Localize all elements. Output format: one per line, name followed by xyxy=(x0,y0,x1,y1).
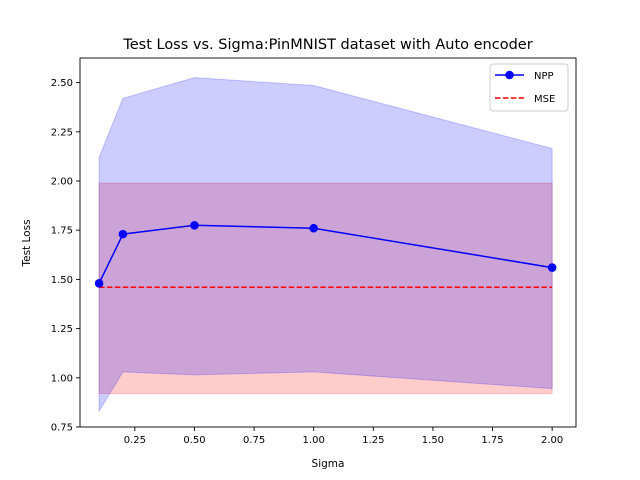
y-tick-label: 2.00 xyxy=(51,177,73,188)
y-tick-label: 1.75 xyxy=(51,226,73,237)
legend-npp-label: NPP xyxy=(534,71,554,82)
legend-box xyxy=(489,63,569,112)
ticks: 0.25 0.50 0.75 1.00 1.25 1.50 1.75 2.00 0.75 1.00… xyxy=(51,78,564,446)
y-axis-label: Test Loss xyxy=(21,219,33,267)
chart-title: Test Loss vs. Sigma:PinMNIST dataset wit… xyxy=(122,37,532,53)
data-point-npp xyxy=(190,220,199,230)
data-point-npp xyxy=(547,263,557,272)
band-npp xyxy=(98,77,553,414)
y-tick-label: 0.75 xyxy=(51,423,73,434)
y-tick-label: 2.50 xyxy=(51,78,73,89)
series-markers xyxy=(94,220,557,288)
x-tick-label: 0.25 xyxy=(124,435,146,446)
y-tick-label: 2.25 xyxy=(51,127,73,138)
axes xyxy=(79,57,577,428)
x-tick-label: 1.00 xyxy=(303,435,325,446)
x-tick-label: 1.75 xyxy=(481,435,503,446)
x-tick-label: 1.25 xyxy=(362,435,384,446)
legend-mse-label: MSE xyxy=(534,94,555,105)
y-tick-label: 1.50 xyxy=(51,275,73,286)
x-tick-label: 0.50 xyxy=(183,435,205,446)
x-tick-label: 1.50 xyxy=(422,435,444,446)
x-axis-label: Sigma xyxy=(312,458,345,470)
y-tick-label: 1.00 xyxy=(51,373,73,384)
plot-frame xyxy=(79,57,577,428)
data-point-npp xyxy=(309,223,318,233)
band-mse xyxy=(98,182,553,395)
data-point-npp xyxy=(94,279,104,288)
x-tick-label: 2.00 xyxy=(541,435,563,446)
confidence-bands xyxy=(98,77,553,414)
legend-npp-marker xyxy=(505,70,514,80)
y-tick-label: 1.25 xyxy=(51,324,73,335)
legend: NPP MSE xyxy=(489,63,569,112)
data-point-npp xyxy=(118,229,128,239)
x-tick-label: 0.75 xyxy=(243,435,265,446)
